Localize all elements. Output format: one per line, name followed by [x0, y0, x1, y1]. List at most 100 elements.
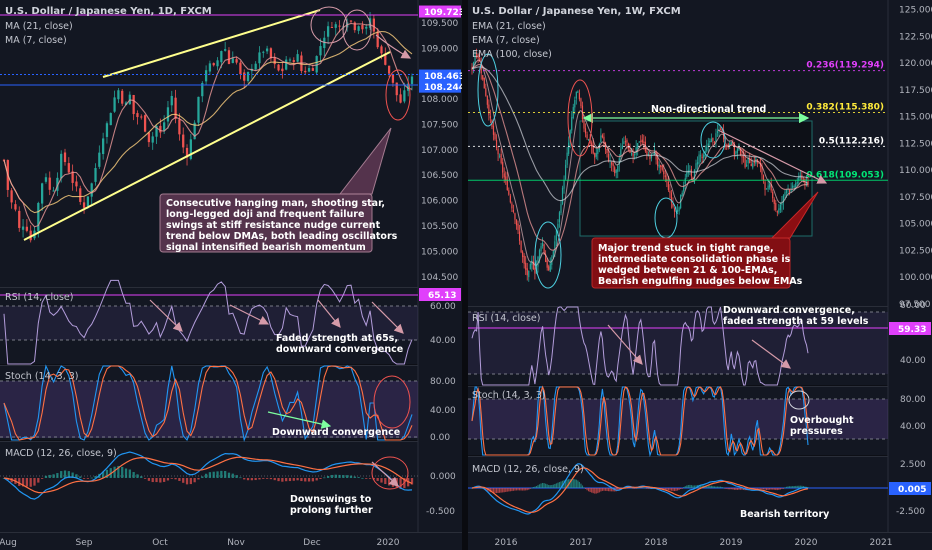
- candle-body: [558, 212, 561, 223]
- candle-body: [563, 180, 565, 189]
- price-tick-label: 104.500: [421, 273, 458, 283]
- candle-body: [90, 183, 93, 197]
- candle-body: [758, 162, 760, 164]
- candle-body: [739, 148, 742, 155]
- macd-histogram-bar: [505, 488, 507, 492]
- candle-body: [330, 26, 334, 28]
- candle-body: [545, 254, 547, 263]
- price-badge: [419, 80, 461, 93]
- macd-histogram-bar: [258, 478, 261, 480]
- candle-body: [663, 170, 665, 175]
- macd-histogram-bar: [522, 488, 524, 491]
- candle-body: [265, 48, 269, 52]
- candle-body: [661, 166, 663, 170]
- macd-histogram-bar: [94, 476, 97, 478]
- daily-macd-line: [3, 451, 413, 500]
- time-tick-label: Oct: [152, 538, 168, 548]
- macd-histogram-bar: [136, 474, 139, 478]
- macd-histogram-bar: [491, 488, 493, 493]
- weekly-macd-annotation: Bearish territory: [740, 509, 830, 520]
- candle-body: [189, 139, 192, 159]
- candle-body: [204, 70, 208, 82]
- candle-body: [98, 152, 101, 167]
- weekly-chart-panel: 0.236(119.294) 0.382(115.380) 0.5(112.216)…: [468, 0, 932, 550]
- fib-level-label: 0.236(119.294): [806, 61, 884, 71]
- daily-stoch-label: Stoch (14, 3, 3): [5, 371, 79, 382]
- macd-histogram-bar: [609, 488, 611, 492]
- candle-body: [349, 20, 353, 22]
- macd-histogram-bar: [594, 488, 596, 494]
- macd-histogram-bar: [361, 477, 364, 479]
- weekly-legend-ema7: EMA (7, close): [472, 35, 540, 46]
- macd-histogram-bar: [511, 488, 513, 492]
- macd-histogram-bar: [727, 488, 729, 490]
- macd-histogram-bar: [40, 478, 44, 479]
- macd-histogram-bar: [250, 478, 253, 481]
- macd-histogram-bar: [102, 471, 105, 478]
- candle-body: [522, 251, 524, 258]
- macd-histogram-bar: [775, 488, 777, 491]
- candle-body: [592, 144, 594, 154]
- macd-histogram-bar: [82, 478, 86, 479]
- macd-histogram-bar: [675, 488, 677, 491]
- candle-body: [94, 168, 97, 182]
- candle-body: [624, 141, 627, 143]
- price-tick-label: 102.500: [899, 246, 932, 256]
- daily-top-ellipse-2: [342, 9, 372, 51]
- daily-callout-line-2: long-legged doji and frequent failure: [166, 209, 364, 220]
- macd-histogram-bar: [174, 478, 177, 480]
- macd-histogram-bar: [285, 478, 288, 482]
- candle-body: [500, 153, 502, 163]
- macd-histogram-bar: [197, 478, 200, 480]
- daily-rsi-badge: 65.13: [428, 291, 456, 301]
- daily-macd-tick-0: 0.000: [430, 472, 456, 482]
- price-badge-label: 108.244: [424, 83, 465, 93]
- weekly-callout-line-2: intermediate consolidation phase is: [598, 254, 791, 265]
- candle-body: [495, 140, 498, 148]
- candle-body: [658, 164, 660, 168]
- macd-histogram-bar: [778, 488, 780, 490]
- macd-histogram-bar: [480, 487, 482, 489]
- candle-body: [617, 165, 619, 172]
- macd-histogram-bar: [601, 488, 604, 491]
- candle-body: [696, 162, 699, 165]
- candle-body: [29, 230, 32, 241]
- macd-histogram-bar: [376, 478, 379, 481]
- price-tick-label: 109.000: [421, 44, 458, 54]
- candle-body: [781, 201, 783, 206]
- macd-histogram-bar: [592, 488, 594, 494]
- daily-rsi-pane: [0, 288, 418, 364]
- weekly-ellipse-1: [477, 53, 499, 127]
- macd-histogram-bar: [680, 488, 682, 490]
- candle-body: [285, 59, 288, 70]
- candle-body: [681, 192, 683, 197]
- candle-body: [637, 143, 639, 149]
- daily-time-ticks: Aug Sep Oct Nov Dec 2020: [0, 538, 400, 548]
- macd-histogram-bar: [765, 488, 768, 490]
- macd-histogram-bar: [246, 478, 250, 481]
- macd-histogram-bar: [178, 478, 181, 481]
- macd-histogram-bar: [384, 478, 387, 485]
- macd-histogram-bar: [770, 488, 772, 490]
- macd-histogram-bar: [769, 488, 771, 490]
- macd-histogram-bar: [500, 488, 502, 493]
- candle-body: [676, 210, 679, 212]
- macd-histogram-bar: [277, 478, 280, 482]
- candle-body: [529, 263, 531, 270]
- macd-histogram-bar: [689, 484, 691, 488]
- candle-body: [296, 54, 299, 62]
- candle-body: [742, 156, 745, 158]
- candle-body: [561, 187, 564, 204]
- weekly-callout-line-3: wedged between 21 & 100-EMAs,: [598, 265, 777, 276]
- macd-histogram-bar: [604, 488, 607, 491]
- macd-histogram-bar: [792, 486, 794, 488]
- candle-body: [326, 26, 330, 37]
- macd-histogram-bar: [715, 486, 717, 488]
- candle-body: [578, 92, 580, 100]
- candle-body: [480, 62, 482, 74]
- candle-body: [212, 63, 215, 66]
- macd-histogram-bar: [292, 478, 295, 481]
- macd-histogram-bar: [353, 476, 356, 478]
- candle-body: [185, 147, 189, 158]
- macd-histogram-bar: [515, 488, 518, 491]
